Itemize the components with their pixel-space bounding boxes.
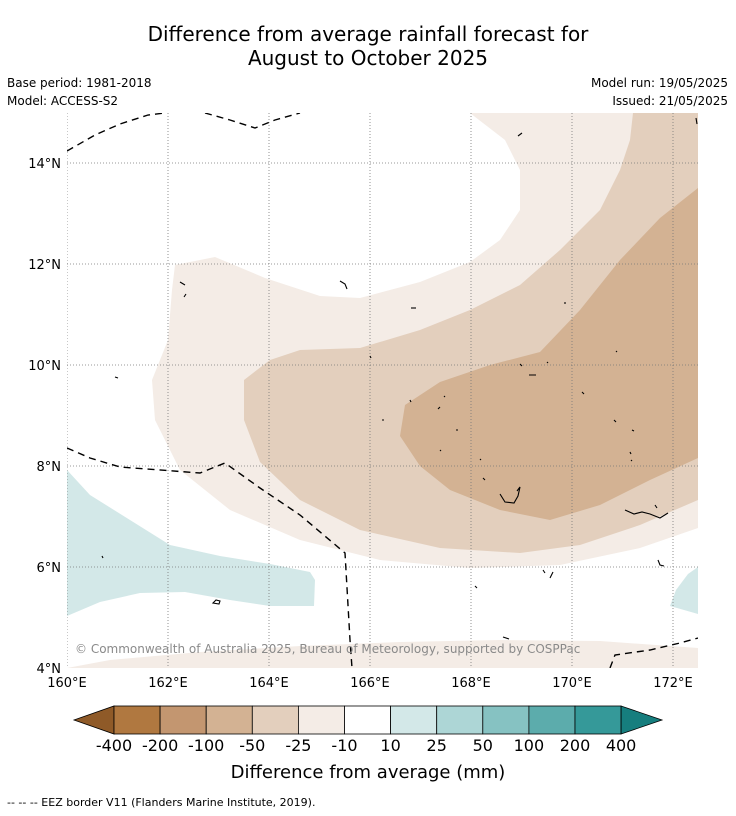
colorbar-extend-low xyxy=(72,705,115,735)
atoll xyxy=(409,395,446,410)
title-line-2: August to October 2025 xyxy=(247,46,489,70)
colorbar-swatch xyxy=(390,705,438,735)
atoll xyxy=(179,281,187,298)
colorbar-swatch xyxy=(297,705,345,735)
colorbar-tick-label: -25 xyxy=(285,736,311,755)
eez-border-north-2 xyxy=(204,113,301,129)
colorbar-title: Difference from average (mm) xyxy=(231,762,506,783)
colorbar-tick-label: 200 xyxy=(560,736,591,755)
lat-label: 10°N xyxy=(28,359,61,374)
colorbar: -400 -200 -100 -50 -25 -10 10 25 50 100 200 400 Dif… xyxy=(72,705,664,783)
anomaly-band-dark xyxy=(400,188,698,520)
colorbar-swatches xyxy=(72,705,664,735)
atoll xyxy=(654,504,658,509)
colorbar-tick-label: 100 xyxy=(514,736,545,755)
colorbar-tick-label: 25 xyxy=(427,736,447,755)
colorbar-labels: -400 -200 -100 -50 -25 -10 10 25 50 100 200 400 xyxy=(96,736,637,755)
colorbar-swatch xyxy=(574,705,622,735)
colorbar-tick-label: 400 xyxy=(606,736,637,755)
lon-label: 162°E xyxy=(148,676,188,691)
eez-footnote: -- -- -- EEZ border V11 (Flanders Marine… xyxy=(7,796,316,809)
colorbar-tick-label: -100 xyxy=(188,736,224,755)
colorbar-tick-label: -50 xyxy=(239,736,265,755)
metadata-right: Model run: 19/05/2025 Issued: 21/05/2025 xyxy=(591,74,728,110)
atoll xyxy=(657,559,665,567)
colorbar-swatch xyxy=(113,705,161,735)
colorbar-swatch xyxy=(528,705,576,735)
atoll xyxy=(519,363,536,376)
lat-label: 4°N xyxy=(37,662,62,677)
colorbar-tick-label: -10 xyxy=(331,736,357,755)
atoll xyxy=(624,509,669,519)
atoll xyxy=(615,350,618,353)
wet-anomaly-east xyxy=(670,567,698,614)
metadata-left: Base period: 1981-2018 Model: ACCESS-S2 xyxy=(7,74,152,110)
lon-label: 170°E xyxy=(552,676,592,691)
latitude-labels: 14°N 12°N 10°N 8°N 6°N 4°N xyxy=(28,157,61,677)
lon-label: 160°E xyxy=(47,676,87,691)
colorbar-swatch xyxy=(482,705,530,735)
colorbar-swatch xyxy=(205,705,253,735)
atoll xyxy=(629,451,633,462)
anomaly-band-south xyxy=(67,640,698,668)
lon-label: 172°E xyxy=(653,676,693,691)
colorbar-extend-high xyxy=(620,705,664,735)
colorbar-swatch xyxy=(436,705,484,735)
eez-border-west xyxy=(67,447,353,668)
atoll xyxy=(101,555,104,559)
wet-anomaly-west xyxy=(67,470,315,616)
map-plot-area: © Commonwealth of Australia 2025, Bureau… xyxy=(67,113,698,668)
base-period: Base period: 1981-2018 xyxy=(7,76,152,90)
title-line-1: Difference from average rainfall forecas… xyxy=(147,22,589,46)
lon-label: 164°E xyxy=(249,676,289,691)
atoll xyxy=(546,361,549,364)
colorbar-swatch xyxy=(344,705,391,735)
graticule xyxy=(67,113,698,668)
eez-borders xyxy=(67,113,698,668)
colorbar-swatch xyxy=(251,705,299,735)
atoll xyxy=(339,280,348,290)
colorbar-tick-label: -200 xyxy=(142,736,178,755)
atoll xyxy=(474,585,478,589)
copyright-notice: © Commonwealth of Australia 2025, Bureau… xyxy=(75,642,580,656)
lat-label: 6°N xyxy=(37,561,62,576)
issued-date: Issued: 21/05/2025 xyxy=(612,94,728,108)
colorbar-tick-label: -400 xyxy=(96,736,132,755)
atoll xyxy=(482,477,486,481)
atoll xyxy=(382,419,458,431)
colorbar-swatch xyxy=(159,705,207,735)
colorbar-tick-label: 10 xyxy=(380,736,400,755)
atoll xyxy=(517,132,523,137)
model-name: Model: ACCESS-S2 xyxy=(7,94,119,108)
lon-label: 166°E xyxy=(350,676,390,691)
atoll xyxy=(613,419,635,432)
map-title: Difference from average rainfall forecas… xyxy=(0,22,736,70)
atoll xyxy=(499,486,521,504)
atoll xyxy=(211,599,221,605)
lat-label: 14°N xyxy=(28,157,61,172)
atoll xyxy=(542,569,554,579)
lon-label: 168°E xyxy=(451,676,491,691)
model-run: Model run: 19/05/2025 xyxy=(590,76,728,90)
lat-label: 12°N xyxy=(28,258,61,273)
atoll xyxy=(581,391,585,395)
islands xyxy=(101,117,698,640)
atoll xyxy=(369,355,372,359)
atoll xyxy=(695,117,698,125)
colorbar-tick-label: 50 xyxy=(473,736,493,755)
eez-border-southeast xyxy=(609,637,698,668)
longitude-labels: 160°E 162°E 164°E 166°E 168°E 170°E 172°… xyxy=(47,676,693,691)
atoll xyxy=(439,449,482,461)
atoll xyxy=(114,376,119,379)
atoll xyxy=(502,636,510,640)
lat-label: 8°N xyxy=(37,460,62,475)
